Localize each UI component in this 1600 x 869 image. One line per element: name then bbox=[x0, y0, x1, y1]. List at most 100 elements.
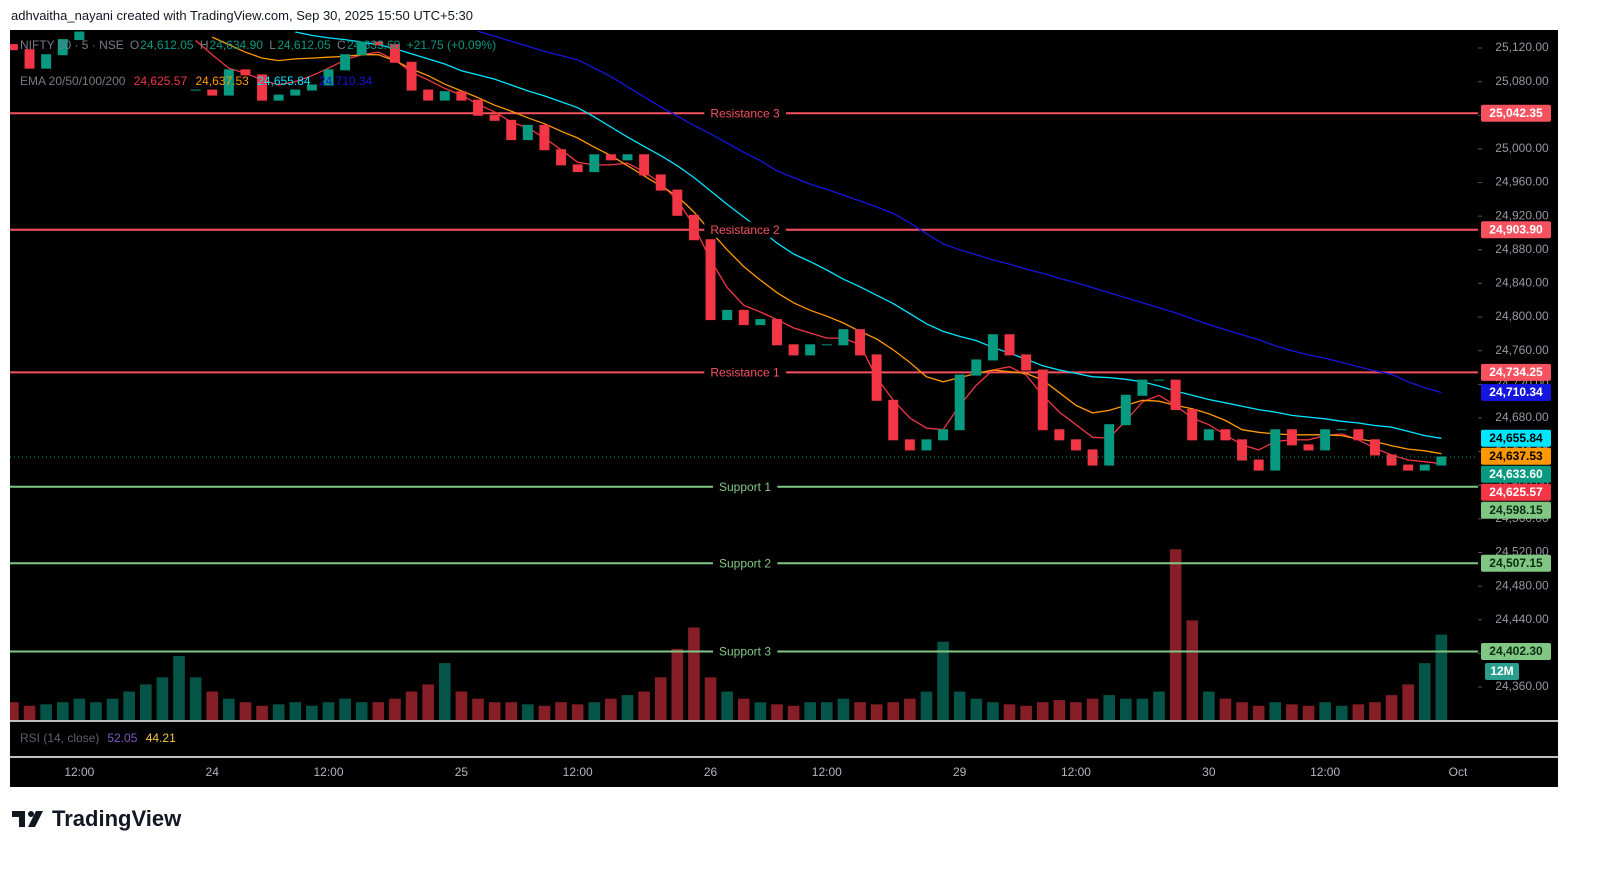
header: adhvaitha_nayani created with TradingVie… bbox=[11, 8, 473, 23]
level-label-bg bbox=[712, 478, 778, 495]
candle bbox=[738, 309, 749, 326]
candle bbox=[821, 344, 832, 346]
price-tag-label: 24,507.15 bbox=[1489, 556, 1543, 570]
volume-bar bbox=[488, 702, 501, 720]
volume-bar bbox=[737, 698, 750, 720]
volume-bar bbox=[555, 702, 567, 720]
candle bbox=[1070, 439, 1081, 451]
price-tag-label: 24,903.90 bbox=[1489, 222, 1543, 236]
x-tick-label: 12:00 bbox=[64, 765, 94, 779]
candle bbox=[1220, 429, 1231, 441]
y-tick-label: 24,920.00 bbox=[1495, 208, 1549, 222]
candle bbox=[1237, 439, 1248, 461]
legend-text: 52.05 bbox=[107, 731, 137, 745]
candle bbox=[439, 91, 450, 101]
chart-background bbox=[10, 30, 1558, 787]
volume-bar bbox=[1219, 698, 1232, 720]
price-tag bbox=[1481, 483, 1551, 501]
y-tick-label: 24,800.00 bbox=[1495, 309, 1549, 323]
volume-bar bbox=[289, 702, 302, 720]
candle bbox=[1037, 369, 1048, 431]
y-tick-label: 25,120.00 bbox=[1495, 40, 1549, 54]
legend-text: 24,625.57 bbox=[134, 74, 188, 88]
candle bbox=[306, 84, 317, 91]
volume-bar bbox=[937, 641, 949, 720]
volume-bar bbox=[139, 684, 152, 720]
price-tag bbox=[1481, 447, 1551, 465]
volume-bar bbox=[10, 702, 19, 720]
volume-bar bbox=[1418, 663, 1431, 720]
y-tick-label: 24,760.00 bbox=[1495, 343, 1549, 357]
legend-text: 24,612.05 bbox=[140, 38, 194, 52]
candle bbox=[1137, 379, 1148, 396]
volume-tag-label: 12M bbox=[1490, 664, 1513, 678]
price-tag-label: 24,637.53 bbox=[1489, 449, 1543, 463]
candle bbox=[1021, 354, 1032, 371]
candle bbox=[207, 89, 218, 96]
x-tick-label: 29 bbox=[953, 765, 967, 779]
price-tag-label: 24,633.60 bbox=[1489, 467, 1543, 481]
volume-bar bbox=[1070, 702, 1082, 720]
volume-bar bbox=[1269, 702, 1282, 720]
candle bbox=[506, 119, 517, 141]
volume-bar bbox=[1402, 684, 1414, 720]
candle bbox=[1004, 334, 1015, 356]
candle bbox=[356, 41, 367, 56]
volume-bar bbox=[854, 702, 866, 720]
candle bbox=[423, 89, 434, 101]
volume-bar bbox=[953, 691, 966, 720]
volume-bar bbox=[821, 702, 833, 720]
volume-bar bbox=[588, 702, 601, 720]
candle bbox=[838, 329, 849, 346]
candle bbox=[24, 49, 35, 69]
plot bbox=[10, 30, 1478, 720]
candle bbox=[871, 354, 882, 401]
volume-bar bbox=[920, 691, 933, 720]
price-tag-label: 24,710.34 bbox=[1489, 385, 1543, 399]
volume-bar bbox=[904, 698, 916, 720]
legend-text: 44.21 bbox=[146, 731, 176, 745]
volume-bar bbox=[1335, 705, 1348, 720]
price-tag bbox=[1481, 429, 1551, 447]
candle bbox=[1386, 454, 1397, 466]
y-tick-label: 24,440.00 bbox=[1495, 612, 1549, 626]
candle bbox=[1170, 379, 1181, 411]
volume-bar bbox=[704, 677, 717, 720]
candle bbox=[1369, 439, 1380, 456]
volume-bar bbox=[472, 698, 484, 720]
candle bbox=[190, 89, 201, 91]
volume-bar bbox=[1186, 620, 1199, 720]
volume-bar bbox=[455, 691, 468, 720]
candle bbox=[705, 239, 716, 321]
price-tag bbox=[1481, 363, 1551, 381]
price-tag bbox=[1481, 221, 1551, 239]
volume-bar bbox=[1153, 691, 1165, 720]
candle bbox=[904, 439, 915, 451]
candle bbox=[1419, 464, 1430, 471]
legend-text: 24,612.05 bbox=[277, 38, 331, 52]
ema-line bbox=[211, 36, 1442, 455]
volume-bar bbox=[1252, 705, 1265, 720]
overlay: 24,360.0024,400.0024,440.0024,480.0024,5… bbox=[20, 38, 1551, 779]
legend-text: C bbox=[337, 38, 346, 52]
level-label-bg bbox=[704, 105, 787, 122]
legend-text: O bbox=[130, 38, 139, 52]
price-tag bbox=[1481, 642, 1551, 660]
candle bbox=[1320, 429, 1331, 451]
volume-bar bbox=[1369, 702, 1381, 720]
volume-bar bbox=[1119, 698, 1132, 720]
volume-bar bbox=[173, 655, 185, 720]
candle bbox=[556, 149, 567, 166]
candle bbox=[1336, 429, 1347, 431]
volume-bar bbox=[1036, 702, 1049, 720]
x-tick-label: 12:00 bbox=[1310, 765, 1340, 779]
volume-bar bbox=[422, 684, 434, 720]
y-tick-label: 24,880.00 bbox=[1495, 242, 1549, 256]
legend-text: NIFTY 50 · 5 · NSE bbox=[20, 38, 124, 52]
candle bbox=[572, 164, 583, 173]
candle bbox=[57, 39, 68, 56]
level-label-bg bbox=[712, 643, 778, 660]
candle bbox=[722, 309, 733, 321]
volume-bar bbox=[522, 704, 534, 720]
